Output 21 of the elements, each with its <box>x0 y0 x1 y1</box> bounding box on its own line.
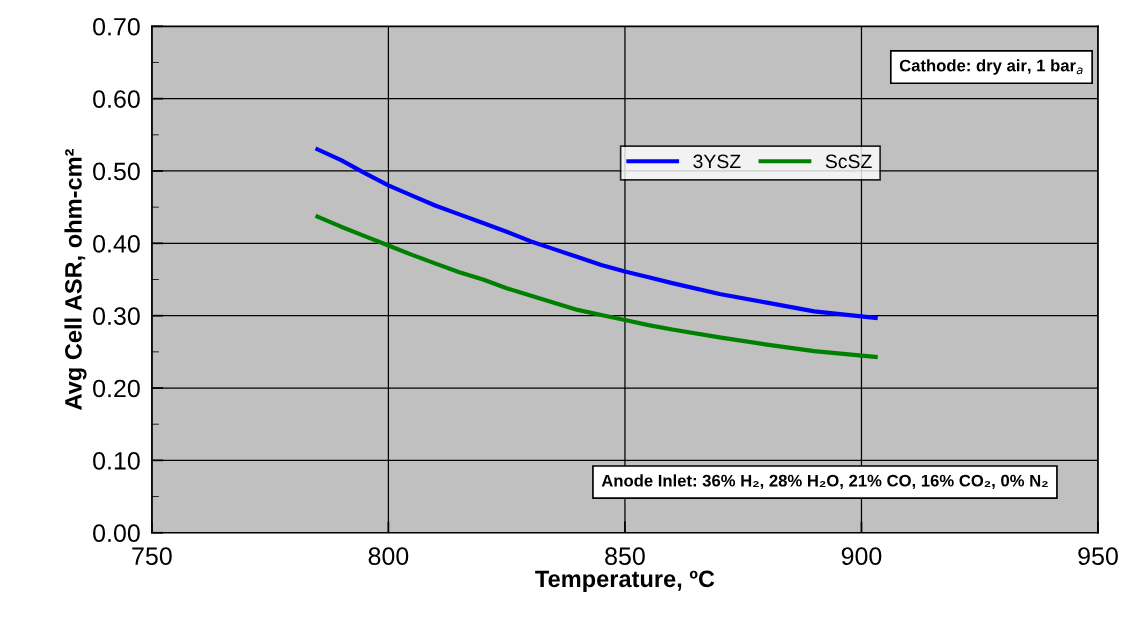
y-axis-title: Avg Cell ASR, ohm-cm² <box>64 149 87 410</box>
line-series <box>315 214 878 360</box>
y-tick-label: 0.20 <box>93 379 140 398</box>
line-series <box>315 147 878 320</box>
annotation: Anode Inlet: 36% H₂, 28% H₂O, 21% CO, 16% CO₂, 0% N₂ <box>601 474 1048 489</box>
y-tick-label: 0.60 <box>93 90 140 108</box>
y-tick-label: 0.40 <box>93 234 140 253</box>
legend-label: ScSZ <box>825 154 872 169</box>
x-tick-label: 750 <box>132 547 172 565</box>
x-tick-label: 950 <box>1078 547 1118 565</box>
x-axis-title: Temperature, ºC <box>535 570 715 592</box>
y-tick-label: 0.10 <box>93 451 140 470</box>
x-tick-label: 850 <box>605 547 645 565</box>
y-tick-label: 0.70 <box>93 17 140 36</box>
y-tick-label: 0.00 <box>93 524 140 543</box>
y-tick-label: 0.30 <box>93 307 140 325</box>
annotation: Cathode: dry air, 1 bar$_{a}$ <box>899 59 1083 75</box>
x-tick-label: 800 <box>368 547 409 565</box>
x-tick-label: 900 <box>841 547 882 565</box>
y-tick-label: 0.50 <box>93 162 140 181</box>
legend-label: 3YSZ <box>693 154 741 169</box>
